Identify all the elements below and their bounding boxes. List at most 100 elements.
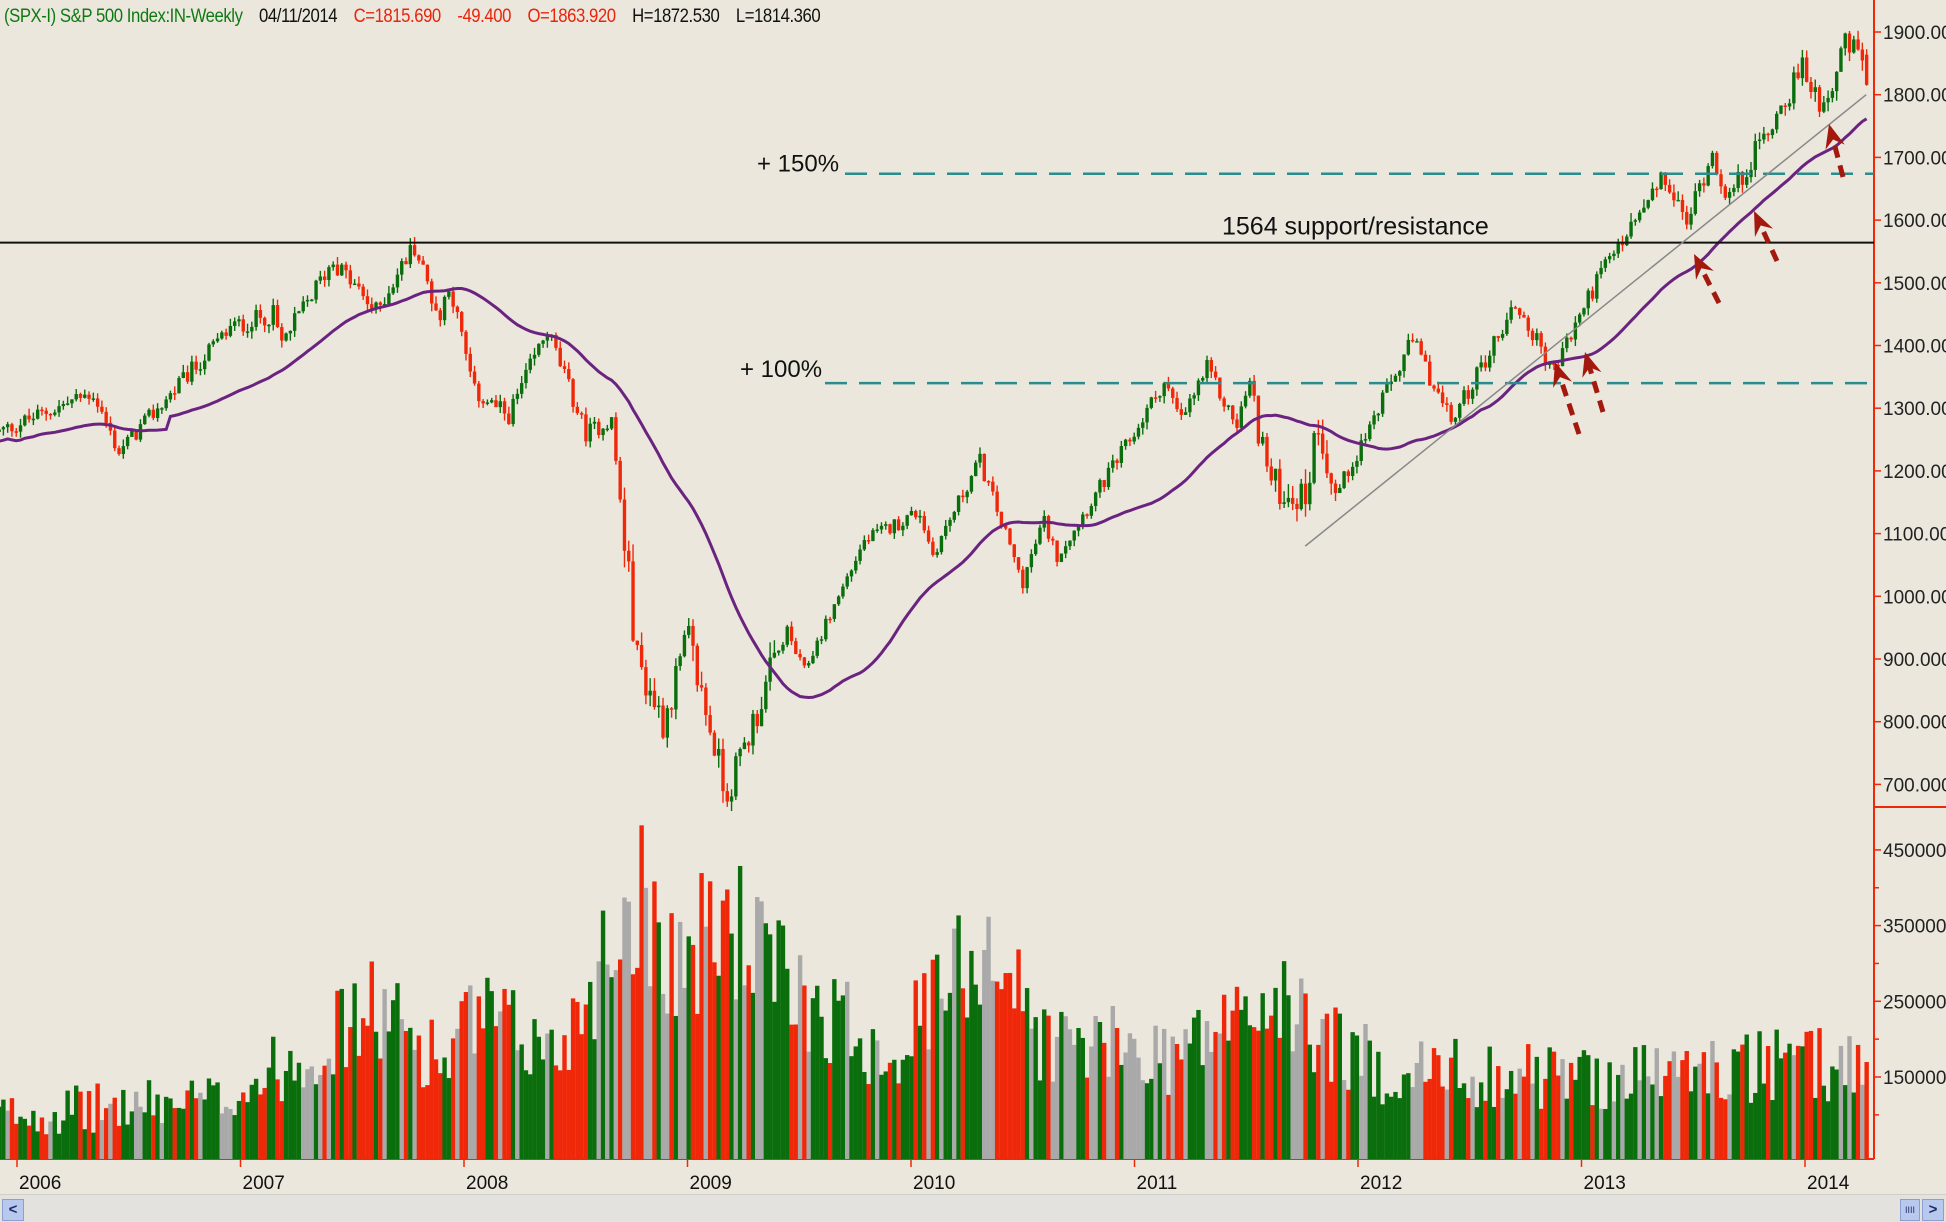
- candle-body: [901, 525, 905, 531]
- candle-body: [1479, 362, 1483, 368]
- trendline: [1304, 94, 1867, 547]
- candle: [639, 632, 644, 670]
- volume-bar: [849, 1056, 854, 1159]
- year-tick-label: 2012: [1360, 1173, 1402, 1194]
- scroll-right-button[interactable]: >: [1922, 1199, 1944, 1221]
- volume-bar: [956, 915, 961, 1159]
- candle-body: [447, 291, 451, 297]
- candle: [18, 418, 23, 438]
- candle: [237, 315, 241, 327]
- candle-body: [691, 625, 695, 646]
- candle: [652, 678, 657, 710]
- candle: [1136, 423, 1141, 440]
- candle-body: [400, 261, 404, 275]
- candle: [614, 412, 618, 465]
- candle-body: [451, 291, 455, 307]
- candle: [404, 257, 408, 265]
- candle-body: [1603, 259, 1608, 268]
- candle-body: [974, 462, 978, 477]
- candle: [498, 394, 502, 413]
- volume-bar: [279, 1101, 285, 1159]
- candle-body: [1500, 334, 1505, 338]
- volume-bar: [1838, 1045, 1844, 1159]
- scroll-thumb[interactable]: IIII: [1900, 1199, 1920, 1221]
- candle: [382, 297, 387, 307]
- volume-bar: [498, 1011, 503, 1159]
- candle-body: [460, 312, 464, 332]
- volume-bar: [1161, 1028, 1167, 1159]
- candle-body: [746, 742, 751, 746]
- candle-body: [387, 293, 391, 304]
- candle: [1462, 386, 1466, 406]
- candle-body: [1843, 33, 1847, 49]
- candle-body: [275, 305, 280, 328]
- candle: [1633, 218, 1638, 226]
- candle: [1063, 540, 1068, 559]
- volume-bar: [1448, 1057, 1454, 1159]
- date-label: 04/11/2014: [259, 6, 338, 27]
- volume-bar: [652, 881, 657, 1159]
- candle: [292, 306, 297, 337]
- candle: [1535, 328, 1539, 346]
- candle: [421, 256, 425, 265]
- candle: [1359, 433, 1363, 466]
- candle-body: [1774, 113, 1779, 130]
- candle-body: [991, 481, 995, 492]
- volume-bar: [913, 980, 918, 1159]
- volume-bar: [1093, 1015, 1098, 1159]
- candle: [1607, 252, 1612, 264]
- volume-bar: [292, 1080, 297, 1159]
- candle-body: [781, 644, 785, 651]
- candle-body: [357, 283, 361, 287]
- candle-body: [391, 287, 395, 294]
- candle: [1680, 194, 1685, 220]
- volume-bar: [1089, 1046, 1094, 1159]
- candle: [10, 422, 14, 437]
- scroll-left-button[interactable]: <: [2, 1199, 24, 1221]
- volume-bar: [1097, 1021, 1103, 1159]
- candle-body: [190, 361, 194, 382]
- price-tick-label: 1900.000: [1883, 23, 1946, 44]
- volume-bar: [1710, 1040, 1715, 1159]
- candle-body: [1663, 172, 1668, 185]
- candle-body: [1141, 422, 1145, 428]
- candle: [1796, 63, 1800, 80]
- candle: [1363, 433, 1368, 444]
- volume-bar: [1641, 1045, 1647, 1159]
- candle-body: [1586, 290, 1590, 309]
- candle-body: [91, 398, 96, 400]
- candle: [1830, 87, 1835, 103]
- arrow-head: [1825, 124, 1845, 150]
- candle: [717, 738, 721, 768]
- candle-body: [1428, 361, 1432, 386]
- volume-bar: [1367, 1040, 1372, 1159]
- candle: [14, 428, 18, 437]
- horizontal-scrollbar[interactable]: < IIII >: [0, 1194, 1946, 1222]
- candle: [1239, 401, 1243, 432]
- candle-body: [1231, 405, 1235, 420]
- candle-body: [944, 525, 948, 536]
- volume-bar: [450, 1038, 456, 1159]
- candle-body: [1196, 380, 1201, 396]
- candle: [1787, 98, 1792, 111]
- candle: [759, 696, 764, 727]
- candle: [528, 353, 532, 374]
- candle: [1175, 391, 1179, 413]
- candle: [806, 660, 811, 668]
- candle-body: [335, 264, 340, 276]
- volume-bar: [1127, 1033, 1133, 1159]
- volume-bar: [712, 962, 717, 1159]
- candle: [301, 296, 305, 314]
- candle-body: [485, 402, 490, 404]
- volume-bar: [5, 1110, 10, 1159]
- candle-body: [639, 645, 644, 668]
- volume-bar: [1273, 987, 1278, 1159]
- candle: [147, 408, 151, 418]
- volume-bar: [1783, 1052, 1788, 1159]
- candle: [618, 456, 622, 503]
- candle: [1543, 342, 1548, 371]
- candle: [1398, 369, 1402, 382]
- candle-body: [768, 657, 772, 682]
- candle-body: [1226, 405, 1231, 408]
- candle: [1582, 307, 1586, 317]
